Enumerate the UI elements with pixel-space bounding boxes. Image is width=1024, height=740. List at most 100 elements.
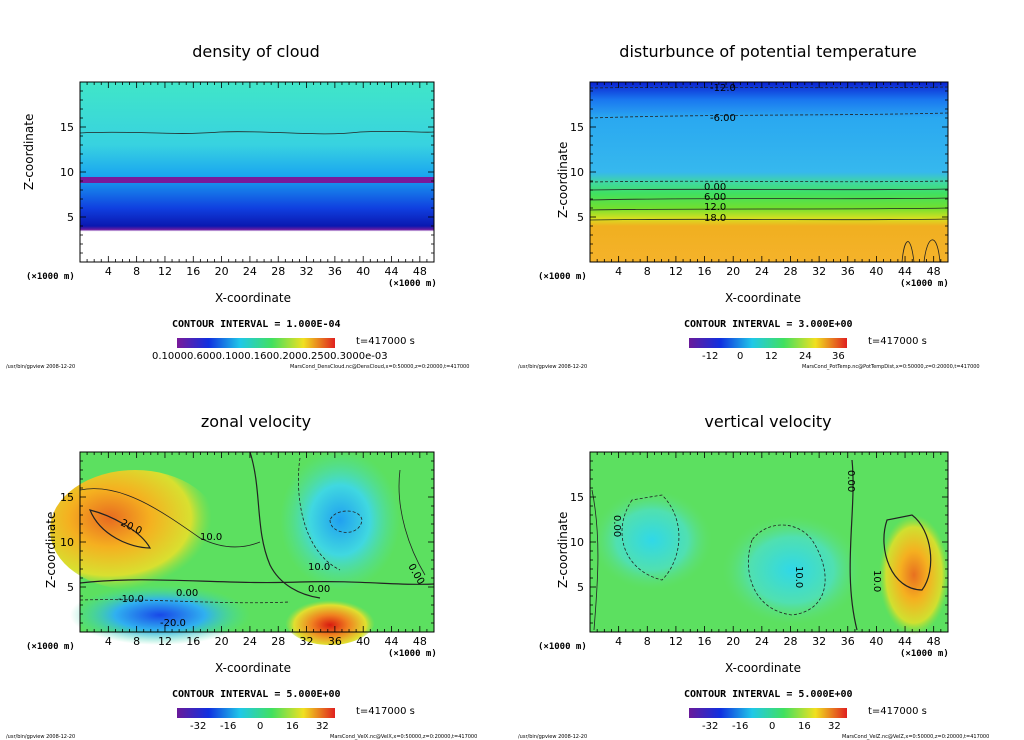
chart-title: zonal velocity xyxy=(200,412,312,431)
x-axis: 4 8 12 16 20 24 28 32 36 40 44 48 xyxy=(589,82,949,278)
y-axis-label: Z-coordinate xyxy=(44,511,58,588)
x-tick-label: 32 xyxy=(300,265,314,278)
x-tick-label: 20 xyxy=(215,265,229,278)
footer-right: MarsCond_PotTemp.nc@PotTempDist,x=0:5000… xyxy=(802,364,980,370)
time-label: t=417000 s xyxy=(868,336,927,347)
x-axis: 4 8 12 16 20 24 28 32 36 40 44 48 xyxy=(79,452,435,648)
time-label: t=417000 s xyxy=(356,706,415,717)
x-tick-label: 32 xyxy=(300,635,314,648)
footer-left: /usr/bin/gpview 2008-12-20 xyxy=(6,734,76,740)
colorbar-tick: 0 xyxy=(257,721,264,732)
y-tick-label: 10 xyxy=(60,166,74,179)
x-tick-label: 44 xyxy=(898,265,912,278)
x-tick-label: 16 xyxy=(698,265,712,278)
contour-label: -10.0 xyxy=(118,594,144,605)
x-tick-label: 20 xyxy=(726,265,740,278)
y-tick-label: 15 xyxy=(570,121,584,134)
x-tick-label: 24 xyxy=(243,265,257,278)
x-unit-label-right: (×1000 m) xyxy=(900,279,949,289)
x-unit-label-left: (×1000 m) xyxy=(26,272,75,282)
contour-label: -6.00 xyxy=(710,113,736,124)
colorbar-tick: -16 xyxy=(732,721,749,732)
x-tick-label: 12 xyxy=(158,635,172,648)
colorbar xyxy=(177,338,335,348)
x-tick-label: 8 xyxy=(133,635,140,648)
x-tick-label: 48 xyxy=(413,635,427,648)
y-tick-label: 5 xyxy=(577,581,584,594)
x-tick-label: 16 xyxy=(186,635,200,648)
colorbar-tick: -12 xyxy=(702,351,719,362)
x-tick-label: 28 xyxy=(783,265,797,278)
chart-title: density of cloud xyxy=(192,42,320,61)
y-axis: 5 10 15 xyxy=(570,81,948,263)
x-tick-label: 44 xyxy=(385,265,399,278)
x-tick-label: 28 xyxy=(271,265,285,278)
x-tick-label: 48 xyxy=(927,635,941,648)
x-axis-label: X-coordinate xyxy=(215,291,291,305)
colorbar-tick: 24 xyxy=(799,351,812,362)
colorbar-ticks: 0.10000.6000.1000.1600.2000.2500.3000e-0… xyxy=(152,351,388,362)
panel-density-of-cloud: density of cloud 4 8 12 16 20 24 28 32 36 40 44 48 … xyxy=(0,0,512,370)
panel-potential-temperature: disturbunce of potential temperature xyxy=(512,0,1024,370)
x-tick-label: 4 xyxy=(105,635,112,648)
contour-interval: CONTOUR INTERVAL = 5.000E+00 xyxy=(684,689,853,700)
colorbar-tick: 36 xyxy=(832,351,845,362)
x-unit-label-left: (×1000 m) xyxy=(538,642,587,652)
contour-label: 10.0 xyxy=(200,532,222,543)
colorbar-tick: -32 xyxy=(190,721,207,732)
x-tick-label: 20 xyxy=(215,635,229,648)
x-axis-label: X-coordinate xyxy=(725,661,801,675)
time-label: t=417000 s xyxy=(356,336,415,347)
y-tick-label: 5 xyxy=(67,211,74,224)
y-tick-label: 5 xyxy=(67,581,74,594)
x-tick-label: 32 xyxy=(812,265,826,278)
colorbar-tick: 32 xyxy=(828,721,841,732)
y-axis: 5 10 15 xyxy=(60,451,434,633)
colorbar-tick: 16 xyxy=(286,721,299,732)
contour-label: -12.0 xyxy=(710,83,736,94)
colorbar-tick: 32 xyxy=(316,721,329,732)
footer-right: MarsCond_VelZ.nc@VelZ,x=0:50000,z=0:2000… xyxy=(842,734,990,740)
x-tick-label: 40 xyxy=(356,635,370,648)
y-tick-label: 10 xyxy=(60,536,74,549)
y-tick-label: 15 xyxy=(60,121,74,134)
contour-interval: CONTOUR INTERVAL = 1.000E-04 xyxy=(172,319,341,330)
x-tick-label: 44 xyxy=(898,635,912,648)
footer-left: /usr/bin/gpview 2008-12-20 xyxy=(518,734,588,740)
contour-interval: CONTOUR INTERVAL = 3.000E+00 xyxy=(684,319,853,330)
x-tick-label: 4 xyxy=(615,635,622,648)
x-tick-label: 12 xyxy=(669,265,683,278)
x-tick-label: 36 xyxy=(841,635,855,648)
colorbar xyxy=(689,338,847,348)
x-tick-label: 8 xyxy=(644,635,651,648)
contour-label: 0.00 xyxy=(845,470,856,492)
x-tick-label: 36 xyxy=(328,635,342,648)
contour-label: -20.0 xyxy=(160,618,186,629)
x-tick-label: 44 xyxy=(385,635,399,648)
contour-label: 0.00 xyxy=(704,182,726,193)
x-tick-label: 48 xyxy=(927,265,941,278)
x-tick-label: 40 xyxy=(356,265,370,278)
footer-left: /usr/bin/gpview 2008-12-20 xyxy=(6,364,76,370)
contour-line xyxy=(79,130,435,135)
x-unit-label-right: (×1000 m) xyxy=(900,649,949,659)
x-unit-label-left: (×1000 m) xyxy=(538,272,587,282)
y-tick-label: 10 xyxy=(570,166,584,179)
contour-label: 10.0 xyxy=(308,562,330,573)
panel-zonal-velocity: zonal velocity 20.0 10 xyxy=(0,370,512,740)
colorbar xyxy=(177,708,335,718)
x-tick-label: 36 xyxy=(841,265,855,278)
x-tick-label: 28 xyxy=(783,635,797,648)
x-unit-label-right: (×1000 m) xyxy=(388,279,437,289)
x-tick-label: 40 xyxy=(869,265,883,278)
contour-interval: CONTOUR INTERVAL = 5.000E+00 xyxy=(172,689,341,700)
colorbar xyxy=(689,708,847,718)
y-tick-label: 10 xyxy=(570,536,584,549)
contour-label: 0.00 xyxy=(176,588,198,599)
contour-label: 10.0 xyxy=(793,566,804,588)
chart-title: disturbunce of potential temperature xyxy=(619,42,917,61)
colorbar-tick: -16 xyxy=(220,721,237,732)
x-unit-label-left: (×1000 m) xyxy=(26,642,75,652)
x-tick-label: 48 xyxy=(413,265,427,278)
